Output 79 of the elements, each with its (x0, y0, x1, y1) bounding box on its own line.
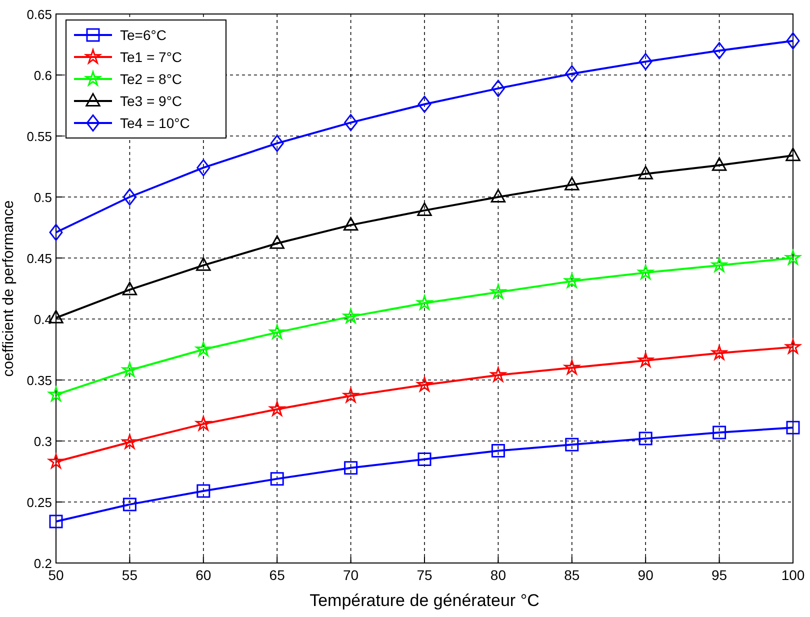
x-tick-label: 90 (638, 567, 654, 583)
legend-label: Te3 = 9°C (120, 93, 182, 109)
point (196, 257, 211, 271)
point (343, 217, 358, 231)
point (270, 235, 284, 249)
x-axis-title: Température de générateur °C (310, 591, 540, 610)
point (343, 388, 358, 402)
point (712, 257, 727, 272)
point (49, 224, 63, 241)
point (638, 166, 653, 180)
point (122, 498, 136, 512)
point (786, 32, 800, 50)
point (416, 376, 432, 392)
point (270, 324, 285, 339)
point (564, 176, 580, 190)
point (565, 438, 579, 452)
point (49, 514, 63, 528)
point (564, 360, 580, 374)
point (270, 472, 284, 486)
point (564, 273, 580, 288)
point (712, 157, 727, 171)
y-tick-label: 0.5 (34, 190, 52, 205)
y-tick-label: 0.25 (26, 495, 52, 510)
x-tick-label: 85 (564, 567, 580, 583)
point (638, 432, 652, 446)
point (490, 189, 506, 203)
point (712, 426, 726, 440)
point (416, 295, 432, 310)
x-tick-label: 80 (490, 567, 506, 583)
point (712, 345, 727, 360)
point (490, 367, 506, 382)
point (344, 461, 358, 475)
point (122, 434, 138, 449)
x-tick-label: 100 (781, 567, 805, 583)
point (785, 339, 801, 354)
point (48, 386, 64, 402)
point (491, 80, 505, 97)
point (122, 282, 138, 296)
y-tick-label: 0.35 (26, 373, 52, 388)
point (196, 416, 211, 430)
x-tick-label: 95 (712, 567, 728, 583)
legend-label: Te2 = 8°C (120, 71, 182, 87)
point (343, 308, 358, 324)
point (418, 452, 432, 466)
legend-label: Te4 = 10°C (120, 115, 190, 131)
point (417, 202, 432, 216)
x-tick-label: 65 (269, 567, 286, 583)
point (491, 444, 505, 458)
x-tick-label: 70 (343, 567, 359, 583)
point (490, 284, 506, 299)
point (638, 352, 654, 368)
point (270, 134, 284, 152)
point (638, 53, 652, 70)
point (270, 401, 285, 416)
point (122, 188, 136, 206)
point (48, 454, 64, 468)
point (785, 250, 801, 265)
x-tick-label: 75 (416, 567, 432, 583)
x-tick-label: 60 (196, 567, 212, 583)
point (196, 159, 210, 176)
y-tick-label: 0.55 (26, 129, 52, 144)
point (786, 148, 800, 162)
point (122, 362, 138, 377)
point (344, 114, 358, 132)
point (786, 420, 800, 434)
point (712, 42, 726, 60)
point (418, 96, 432, 113)
legend-label: Te1 = 7°C (120, 49, 182, 65)
point (638, 264, 654, 280)
y-tick-label: 0.65 (26, 7, 52, 22)
point (196, 342, 211, 356)
y-tick-label: 0.3 (34, 434, 52, 449)
legend-label: Te=6°C (120, 27, 166, 43)
point (565, 65, 579, 82)
x-tick-label: 55 (122, 567, 138, 583)
y-axis-title: coefficient de performance (0, 200, 17, 377)
y-tick-label: 0.45 (26, 251, 52, 266)
y-tick-label: 0.6 (34, 68, 52, 83)
point (196, 484, 210, 498)
